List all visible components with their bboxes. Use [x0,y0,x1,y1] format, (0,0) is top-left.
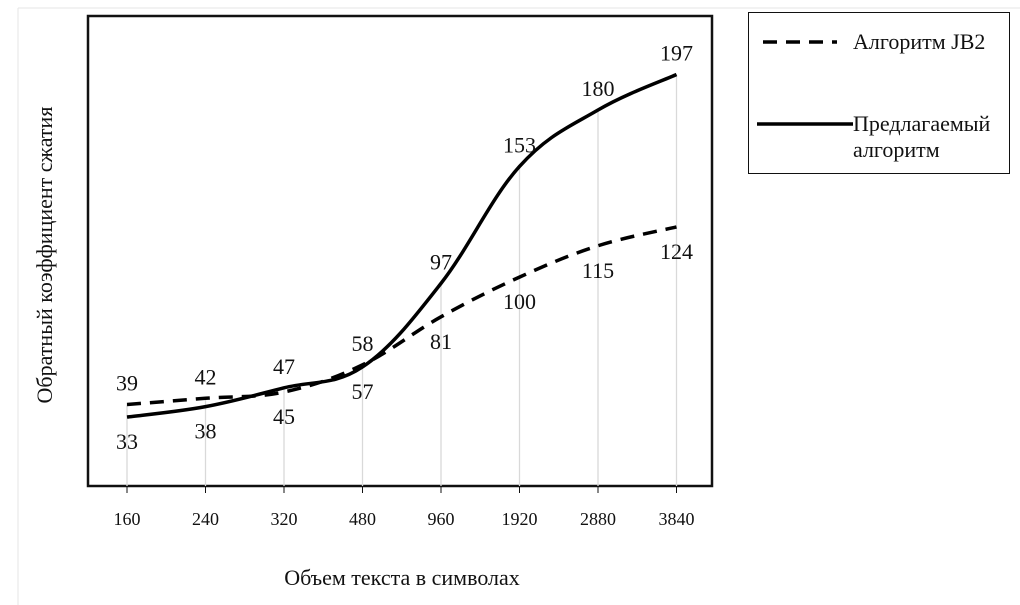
legend-label-jb2: Алгоритм JB2 [853,29,986,54]
data-label: 153 [503,132,536,157]
x-tick-label: 1920 [502,509,538,529]
data-label: 38 [195,419,217,444]
data-label: 124 [660,239,693,264]
x-tick-label: 3840 [659,509,695,529]
y-axis-title: Обратный коэффициент сжатия [32,106,57,404]
x-tick-label: 480 [349,509,376,529]
x-tick-label: 160 [114,509,141,529]
x-tick-label: 240 [192,509,219,529]
data-label: 45 [273,404,295,429]
plot-area-border [86,14,714,488]
x-axis-title: Объем текста в символах [284,565,520,590]
data-label: 180 [582,76,615,101]
data-label: 42 [195,364,217,389]
x-tick-label: 320 [271,509,298,529]
data-label: 197 [660,40,693,65]
x-tick-label: 2880 [580,509,616,529]
data-label: 58 [352,331,374,356]
legend-solid-line-icon [757,122,853,126]
data-label: 100 [503,289,536,314]
legend-label-proposed: Предлагаемый алгоритм [853,111,991,162]
series-line-jb2 [126,225,677,407]
series-line-proposed [126,72,678,419]
x-tick-label: 960 [428,509,455,529]
data-label: 97 [430,249,452,274]
data-label: 57 [352,379,374,404]
legend-dashed-line-icon [763,40,837,44]
data-label: 39 [116,371,138,396]
legend: Алгоритм JB2 Предлагаемый алгоритм [748,12,1010,174]
data-label: 47 [273,354,295,379]
data-label: 81 [430,329,452,354]
data-label: 115 [582,258,614,283]
data-label: 33 [116,429,138,454]
